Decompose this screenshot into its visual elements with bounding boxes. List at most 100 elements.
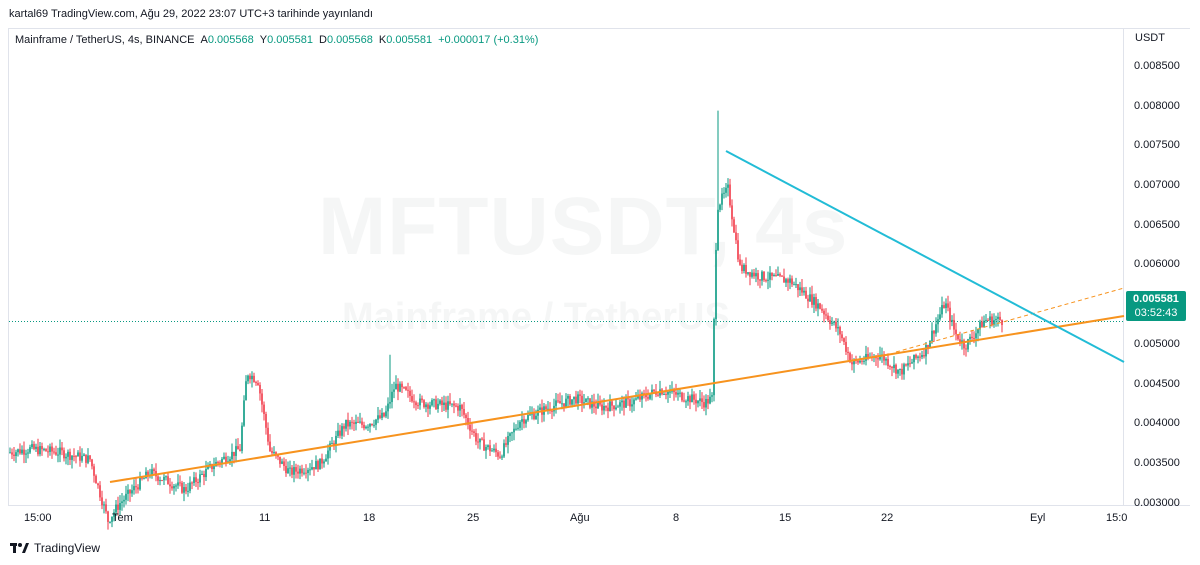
candle-body: [257, 383, 259, 385]
candle-body: [733, 219, 735, 233]
candle-body: [207, 466, 209, 469]
candle-body: [241, 425, 243, 451]
candle-body: [451, 403, 453, 405]
candle-body: [345, 419, 347, 429]
candle-body: [43, 448, 45, 450]
candle-body: [717, 209, 719, 250]
candle-body: [229, 459, 231, 462]
candle-body: [417, 405, 419, 407]
candle-body: [121, 501, 123, 504]
candle-body: [877, 358, 879, 360]
candle-body: [895, 364, 897, 374]
price-tick: 0.006000: [1134, 258, 1180, 270]
candle-body: [373, 424, 375, 426]
candle-body: [531, 413, 533, 415]
candle-body: [351, 421, 353, 423]
price-tick: 0.006500: [1134, 219, 1180, 231]
candle-body: [133, 486, 135, 491]
candle-body: [949, 307, 951, 322]
candles: [9, 110, 1003, 530]
candle-body: [635, 398, 637, 400]
candle-body: [467, 418, 469, 425]
time-tick: 22: [881, 512, 894, 524]
currency-label: USDT: [1135, 32, 1165, 44]
candle-body: [113, 512, 115, 517]
candle-body: [851, 362, 853, 365]
candle-body: [497, 452, 499, 457]
candle-body: [905, 364, 907, 366]
candle-body: [129, 489, 131, 494]
candle-body: [785, 279, 787, 283]
candle-body: [795, 284, 797, 286]
candle-body: [713, 319, 715, 396]
candle-body: [593, 401, 595, 407]
candle-body: [959, 339, 961, 343]
candle-body: [793, 284, 795, 286]
price-tick: 0.004500: [1134, 378, 1180, 390]
candle-body: [135, 486, 137, 488]
resistance-trendline[interactable]: [725, 150, 1125, 363]
candle-body: [331, 443, 333, 445]
candle-body: [827, 315, 829, 321]
candle-body: [947, 303, 949, 308]
legend-high: 0.005581: [267, 34, 313, 46]
candle-body: [427, 404, 429, 409]
price-scale[interactable]: [1124, 28, 1190, 506]
candle-body: [735, 232, 737, 241]
candle-body: [437, 403, 439, 409]
candle-body: [57, 454, 59, 456]
candle-body: [363, 424, 365, 429]
candle-body: [523, 419, 525, 424]
candle-body: [973, 337, 975, 339]
tradingview-logo[interactable]: TradingView: [10, 541, 100, 555]
candle-body: [131, 490, 133, 494]
candle-body: [443, 402, 445, 406]
candle-body: [719, 204, 721, 210]
candle-body: [63, 450, 65, 459]
support-trendline[interactable]: [109, 315, 1125, 483]
candle-body: [47, 451, 49, 453]
candle-body: [857, 360, 859, 363]
candle-body: [603, 405, 605, 411]
time-tick: 15:0: [1106, 512, 1128, 524]
candle-body: [143, 478, 145, 480]
candle-body: [271, 451, 273, 453]
candle-body: [349, 421, 351, 427]
support-trendline-dashed[interactable]: [895, 287, 1125, 353]
candle-body: [861, 360, 863, 362]
legend-open-label: A: [200, 34, 208, 46]
candle-body: [275, 452, 277, 455]
candle-body: [163, 476, 165, 481]
candle-body: [789, 278, 791, 283]
candle-body: [609, 401, 611, 412]
candle-body: [425, 404, 427, 408]
candle-body: [171, 486, 173, 489]
trendlines[interactable]: [109, 150, 1125, 483]
candle-body: [595, 406, 597, 409]
price-tick: 0.003500: [1134, 457, 1180, 469]
candle-body: [965, 348, 967, 350]
candle-body: [633, 399, 635, 405]
time-tick: 15: [779, 512, 792, 524]
candle-body: [929, 340, 931, 348]
candle-body: [225, 456, 227, 463]
candle-body: [67, 451, 69, 457]
candle-body: [775, 275, 777, 277]
candle-body: [557, 400, 559, 402]
candle-body: [191, 482, 193, 484]
chart-pane[interactable]: [8, 28, 1124, 506]
legend-symbol: Mainframe / TetherUS, 4s, BINANCE: [15, 34, 195, 46]
candle-body: [831, 322, 833, 324]
candle-body: [385, 411, 387, 417]
candle-body: [375, 419, 377, 425]
candle-body: [487, 445, 489, 448]
candle-body: [807, 298, 809, 302]
candle-body: [527, 415, 529, 421]
candle-body: [707, 398, 709, 404]
candle-body: [783, 276, 785, 283]
candle-body: [899, 368, 901, 370]
candle-body: [61, 447, 63, 451]
candle-body: [269, 441, 271, 452]
candle-body: [811, 294, 813, 305]
